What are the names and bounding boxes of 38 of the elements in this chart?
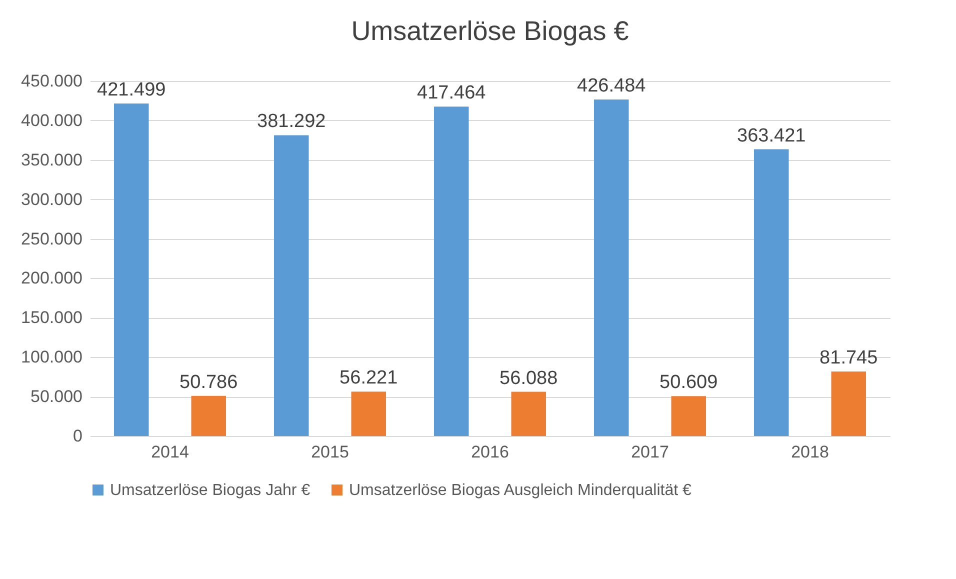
data-label: 421.499 <box>97 79 166 100</box>
data-label: 56.221 <box>340 368 398 389</box>
x-tick-label: 2015 <box>311 442 349 462</box>
bar <box>511 392 546 436</box>
data-label: 81.745 <box>820 348 878 369</box>
data-label: 56.088 <box>500 368 558 389</box>
data-label: 50.609 <box>660 372 718 394</box>
x-tick-label: 2018 <box>791 442 829 462</box>
y-tick-label: 400.000 <box>21 110 82 130</box>
bar <box>831 372 866 436</box>
y-tick-label: 450.000 <box>21 72 82 90</box>
bar <box>754 149 789 436</box>
bar <box>114 103 149 436</box>
bar <box>351 392 386 436</box>
bar <box>191 396 226 436</box>
y-tick-label: 150.000 <box>21 308 82 328</box>
y-tick-label: 50.000 <box>30 387 82 406</box>
y-tick-label: 100.000 <box>21 348 82 367</box>
y-tick-label: 0 <box>73 426 82 446</box>
bar <box>434 106 469 436</box>
data-label: 363.421 <box>737 125 806 146</box>
chart-title: Umsatzerlöse Biogas € <box>351 16 629 46</box>
data-label: 426.484 <box>577 76 646 97</box>
bar <box>594 100 629 436</box>
x-tick-label: 2014 <box>151 442 189 462</box>
x-tick-label: 2017 <box>631 442 669 462</box>
bar <box>274 135 309 436</box>
x-tick-label: 2016 <box>471 442 509 462</box>
legend-label: Umsatzerlöse Biogas Ausgleich Minderqualität € <box>349 482 692 499</box>
data-label: 50.786 <box>180 372 238 393</box>
data-label: 381.292 <box>257 111 326 132</box>
y-tick-label: 300.000 <box>21 190 82 209</box>
y-tick-label: 250.000 <box>21 229 82 248</box>
legend-label: Umsatzerlöse Biogas Jahr € <box>110 482 310 499</box>
y-tick-label: 350.000 <box>21 150 82 170</box>
y-tick-label: 200.000 <box>21 268 82 288</box>
bar <box>671 396 706 436</box>
data-label: 417.464 <box>417 82 486 104</box>
